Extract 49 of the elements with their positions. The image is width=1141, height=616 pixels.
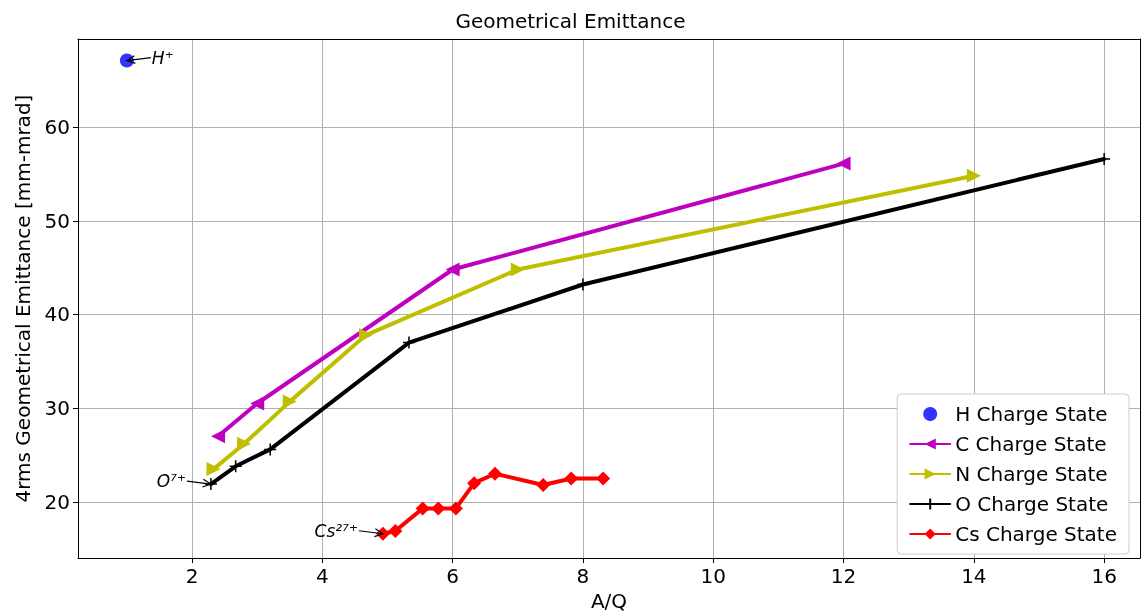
annotation: Cs²⁷⁺ — [314, 520, 358, 541]
y-tick-label: 20 — [44, 489, 70, 514]
annotation: H⁺ — [151, 47, 174, 68]
point — [206, 462, 221, 477]
x-tick-label: 14 — [961, 564, 987, 589]
point — [448, 501, 463, 516]
point — [431, 501, 446, 516]
x-tick-label: 6 — [446, 564, 459, 589]
point — [1097, 152, 1111, 166]
point — [358, 328, 373, 343]
legend-label: H Charge State — [955, 402, 1108, 426]
legend-label: O Charge State — [955, 492, 1109, 516]
y-axis-title: 4rms Geometrical Emittance [mm-mrad] — [11, 94, 35, 503]
point — [204, 477, 218, 491]
point — [415, 501, 430, 516]
x-tick-label: 16 — [1091, 564, 1117, 589]
point — [228, 459, 243, 474]
point — [237, 436, 252, 451]
point — [445, 262, 460, 277]
point — [487, 466, 502, 481]
x-tick-label: 4 — [315, 564, 329, 589]
x-axis-title: A/Q — [590, 589, 628, 613]
x-tick-label: 12 — [830, 564, 857, 589]
point — [263, 442, 277, 457]
chart-title: Geometrical Emittance — [455, 9, 686, 33]
legend-label: C Charge State — [955, 432, 1107, 456]
point — [596, 471, 611, 486]
point — [836, 156, 851, 171]
point — [510, 262, 525, 277]
point — [966, 168, 981, 183]
y-tick-label: 60 — [44, 115, 70, 140]
point — [564, 471, 579, 486]
point — [250, 396, 265, 411]
legend-label: Cs Charge State — [955, 522, 1118, 546]
annotation: O⁷⁺ — [156, 471, 186, 492]
x-tick-label: 8 — [576, 564, 590, 589]
point — [536, 478, 551, 493]
y-tick-label: 40 — [44, 302, 70, 327]
point — [576, 277, 590, 292]
x-tick-label: 10 — [700, 564, 726, 589]
point — [467, 476, 482, 491]
point — [211, 429, 226, 444]
point — [282, 394, 297, 409]
point — [402, 335, 416, 350]
y-tick-label: 30 — [44, 396, 70, 421]
legend-label: N Charge State — [955, 462, 1108, 486]
point — [388, 523, 403, 538]
x-tick-label: 2 — [185, 564, 199, 589]
y-tick-label: 50 — [44, 208, 70, 233]
